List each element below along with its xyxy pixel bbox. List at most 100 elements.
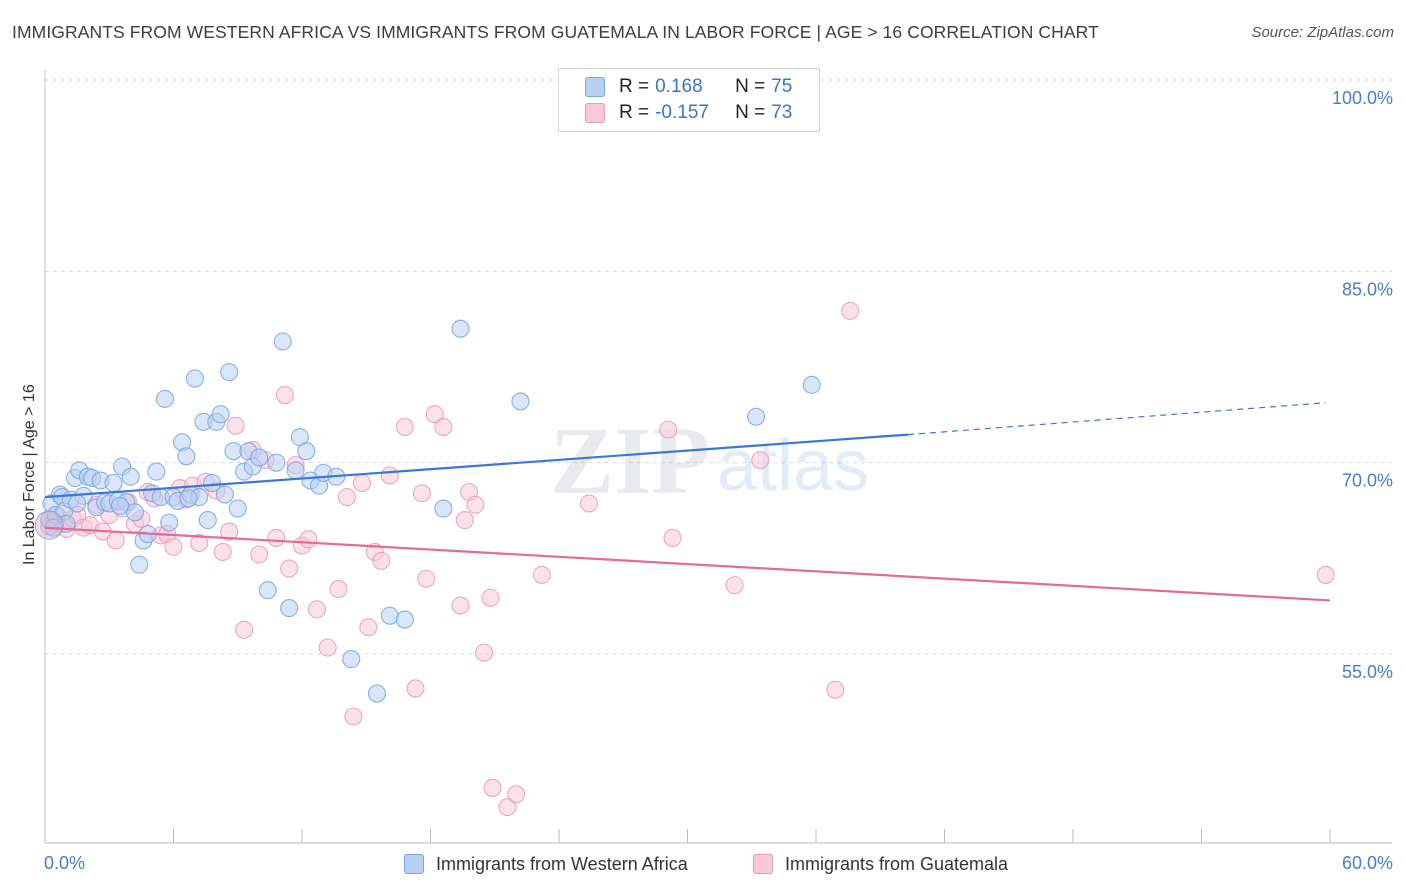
guatemala-point — [725, 576, 744, 595]
guatemala-point — [498, 798, 517, 817]
guatemala-point — [451, 596, 470, 615]
western-africa-point — [511, 392, 530, 411]
grid-lines — [45, 79, 1392, 655]
western-africa-point — [198, 511, 217, 530]
bottom-legend-swatch-pink — [753, 854, 773, 874]
guatemala-point — [267, 528, 286, 547]
legend-swatch-pink — [585, 103, 605, 123]
guatemala-point — [213, 542, 232, 562]
western-africa-point — [220, 363, 239, 382]
western-africa-point — [211, 405, 230, 424]
cluster-point — [34, 510, 64, 540]
guatemala-point — [307, 600, 327, 619]
guatemala-point — [663, 528, 682, 547]
bottom-legend-western-africa: Immigrants from Western Africa — [404, 852, 688, 876]
western-africa-point — [367, 684, 387, 703]
series-guatemala-points — [40, 301, 1335, 817]
western-africa-point — [68, 494, 87, 513]
guatemala-point — [466, 495, 485, 514]
western-africa-point — [185, 369, 204, 388]
legend-n-value: 73 — [771, 102, 793, 123]
guatemala-point — [532, 565, 551, 584]
western-africa-point — [110, 496, 130, 516]
guatemala-point — [826, 680, 845, 699]
western-africa-point — [104, 474, 123, 493]
legend: R = 0.168 N = 75 R = -0.157 N = 73 — [558, 68, 820, 132]
legend-r-value: 0.168 — [655, 76, 703, 97]
chart-title: IMMIGRANTS FROM WESTERN AFRICA VS IMMIGR… — [12, 22, 1099, 42]
guatemala-point — [579, 494, 599, 513]
guatemala-point — [190, 533, 209, 553]
trend-line-guatemala — [44, 526, 1331, 602]
western-africa-point — [451, 319, 470, 338]
y-axis-label: In Labor Force | Age > 16 — [21, 384, 38, 565]
western-africa-point — [177, 447, 196, 466]
bottom-legend-guatemala: Immigrants from Guatemala — [753, 852, 1008, 876]
legend-swatch-blue — [585, 77, 605, 97]
axes — [44, 70, 1392, 844]
western-africa-point — [155, 389, 174, 408]
western-africa-point — [147, 462, 166, 481]
western-africa-point — [434, 499, 453, 518]
western-africa-point — [250, 448, 269, 467]
guatemala-point — [352, 474, 372, 493]
western-africa-point — [802, 375, 821, 394]
guatemala-point — [455, 511, 474, 530]
western-africa-point — [228, 499, 247, 518]
western-africa-point — [395, 610, 414, 629]
western-africa-point — [203, 474, 222, 493]
y-tick-label: 85.0% — [1342, 279, 1393, 299]
trend-lines — [44, 402, 1331, 602]
trend-line-western-africa — [44, 433, 909, 499]
x-tick-label: 0.0% — [44, 853, 85, 873]
x-tick-label: 60.0% — [1342, 853, 1393, 873]
guatemala-point — [337, 488, 357, 507]
watermark-zip: ZIP — [550, 407, 710, 514]
western-africa-point — [746, 407, 766, 426]
guatemala-point — [406, 679, 425, 698]
guatemala-point — [372, 551, 391, 570]
guatemala-point — [318, 638, 337, 657]
guatemala-point — [344, 707, 363, 726]
legend-n-label: N = — [735, 102, 766, 123]
legend-r-label: R = — [619, 102, 650, 123]
guatemala-point — [474, 643, 494, 662]
y-tick-label: 70.0% — [1342, 471, 1393, 491]
guatemala-point — [275, 386, 294, 405]
legend-r-value: -0.157 — [655, 102, 709, 123]
guatemala-point — [425, 405, 444, 424]
guatemala-point — [250, 545, 269, 564]
y-tick-label: 55.0% — [1342, 662, 1393, 682]
western-africa-point — [380, 606, 399, 625]
western-africa-point — [273, 332, 292, 351]
legend-n-label: N = — [735, 76, 766, 97]
guatemala-point — [483, 778, 502, 797]
watermark: ZIP atlas — [550, 407, 869, 514]
western-africa-point — [297, 442, 316, 461]
legend-n-value: 75 — [771, 76, 793, 97]
guatemala-point — [280, 559, 299, 578]
guatemala-point — [507, 785, 526, 804]
guatemala-point — [329, 579, 348, 598]
western-africa-point — [160, 513, 179, 532]
tick-labels: 100.0% 85.0% 70.0% 55.0% 0.0% 60.0% — [44, 88, 1393, 873]
western-africa-point — [267, 453, 286, 472]
guatemala-point — [395, 417, 414, 437]
guatemala-point — [220, 522, 239, 541]
western-africa-point — [286, 461, 305, 480]
western-africa-point — [342, 650, 361, 669]
legend-row-western-africa: R = 0.168 N = 75 — [585, 74, 792, 100]
legend-row-guatemala: R = -0.157 N = 73 — [585, 100, 792, 126]
guatemala-point — [417, 569, 436, 588]
western-africa-point — [121, 467, 140, 486]
western-africa-point — [125, 503, 144, 522]
bottom-legend-label-western-africa: Immigrants from Western Africa — [436, 853, 688, 874]
guatemala-point — [1316, 565, 1335, 584]
y-tick-label: 100.0% — [1332, 88, 1393, 108]
series-western-africa-points — [34, 319, 821, 703]
source-label: Source: ZipAtlas.com — [1251, 24, 1394, 41]
bottom-legend-label-guatemala: Immigrants from Guatemala — [785, 853, 1009, 874]
guatemala-point — [106, 531, 125, 550]
western-africa-point — [179, 489, 198, 508]
